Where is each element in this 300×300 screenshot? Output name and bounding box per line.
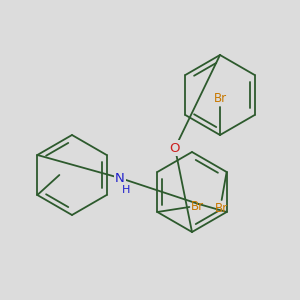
Text: Br: Br	[215, 202, 228, 215]
Text: Br: Br	[213, 92, 226, 105]
Text: O: O	[170, 142, 180, 154]
Text: N: N	[115, 172, 125, 184]
Text: Br: Br	[191, 200, 205, 214]
Text: H: H	[122, 185, 130, 195]
